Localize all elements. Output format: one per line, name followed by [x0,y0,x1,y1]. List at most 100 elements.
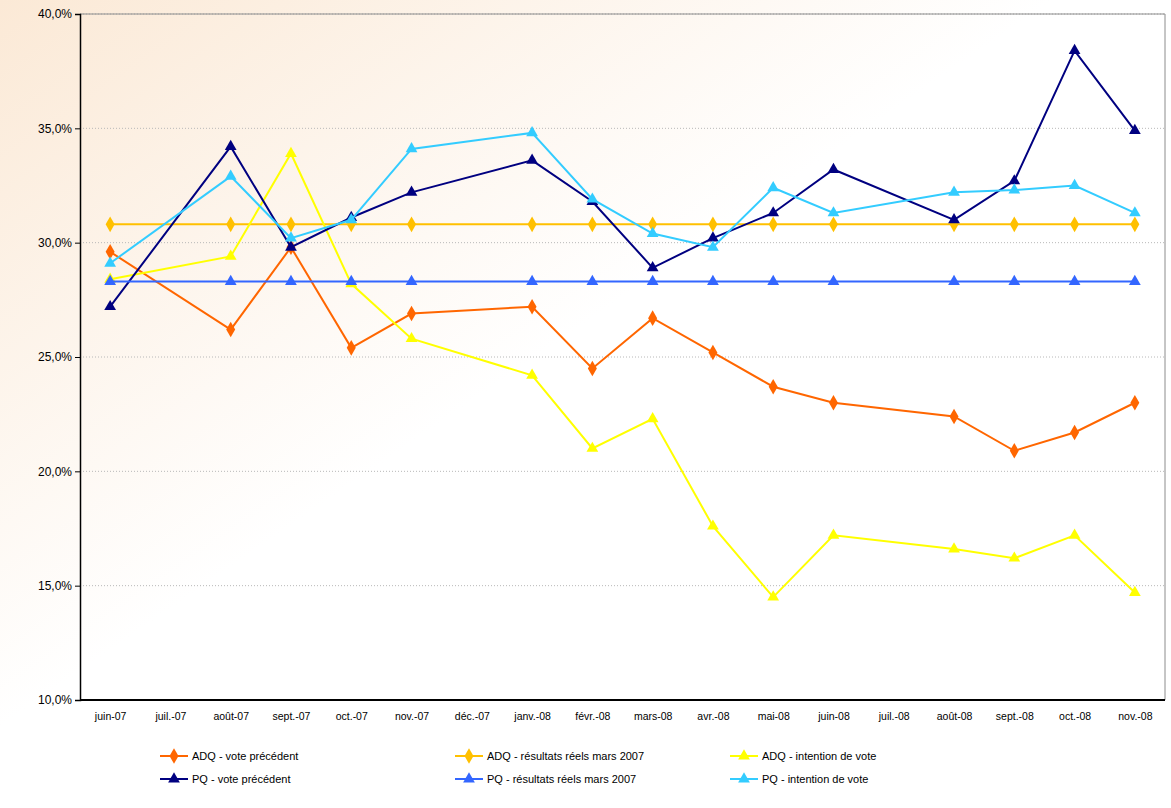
y-tick: 15,0% [38,579,80,593]
x-tick: sept.-08 [996,710,1034,722]
series-marker [586,442,598,452]
series-marker [769,379,778,395]
grid-line [80,357,1165,358]
series-marker [406,332,418,342]
x-axis-line [80,699,1165,701]
series [104,126,1140,267]
y-tick-label: 20,0% [38,465,72,479]
chart: 10,0%15,0%20,0%25,0%30,0%35,0%40,0%juin-… [0,0,1171,808]
x-tick: nov.-08 [1118,710,1152,722]
x-tick-label: août-08 [937,710,973,722]
series-marker [1129,275,1141,285]
grid-line [80,128,1165,129]
x-tick-label: juin-07 [94,710,127,722]
series-line [110,247,1135,451]
x-tick-label: déc.-07 [455,710,490,722]
series-marker [1129,206,1141,216]
series-marker [1129,124,1141,134]
series-marker [526,368,538,378]
y-tick-mark [75,471,80,472]
series-marker [588,361,597,377]
series-marker [647,261,659,271]
grid-line [80,471,1165,472]
y-tick-label: 10,0% [38,693,72,707]
y-tick-label: 30,0% [38,236,72,250]
series-marker [345,275,357,285]
x-tick: août-08 [937,710,973,722]
x-tick-label: nov.-08 [1118,710,1152,722]
series-marker [1010,217,1019,233]
series-marker [286,217,295,233]
y-axis-line [75,15,81,701]
series-marker [1130,395,1139,411]
series-marker [406,275,418,285]
series-marker [708,345,717,361]
series-marker [767,181,779,191]
series-marker [225,250,237,260]
grid-line [80,700,1165,701]
series-marker [769,217,778,233]
y-tick: 10,0% [38,693,80,707]
series [106,217,1140,233]
y-tick: 25,0% [38,350,80,364]
series-marker [347,340,356,356]
x-tick-label: nov.-07 [395,710,429,722]
x-tick-label: mars-08 [634,710,673,722]
x-tick: avr.-08 [697,710,729,722]
series-marker [767,206,779,216]
series-marker [767,275,779,285]
series-line [110,281,1135,283]
series-marker [828,163,840,173]
legend-label: ADQ - vote précédent [192,750,298,762]
legend-label: ADQ - intention de vote [762,750,876,762]
series-marker [950,409,959,425]
series-marker [526,275,538,285]
series-marker [104,256,116,266]
series-marker [647,275,659,285]
y-axis: 10,0%15,0%20,0%25,0%30,0%35,0%40,0% [38,7,81,707]
series-marker [586,275,598,285]
legend-item: PQ - résultats réels mars 2007 [455,772,636,785]
x-tick: juin-07 [94,710,127,722]
series-marker [708,217,717,233]
x-tick: déc.-07 [455,710,490,722]
series-marker [948,542,960,552]
series-marker [526,154,538,164]
series-marker [528,299,537,315]
grid-line [80,585,1165,586]
series [106,239,1140,458]
series-marker [1069,179,1081,189]
series-marker [1008,551,1020,561]
x-tick: juil.-08 [878,710,910,722]
legend: ADQ - vote précédentADQ - résultats réel… [160,748,876,785]
series-marker [407,217,416,233]
plot-frame [80,14,1165,700]
series-marker [406,142,418,152]
series-marker [526,126,538,136]
series-marker [648,310,657,326]
legend-label: PQ - vote précédent [192,773,290,785]
x-tick-label: oct.-08 [1059,710,1091,722]
legend-marker [738,749,750,759]
y-tick: 35,0% [38,122,80,136]
series-marker [528,217,537,233]
series-marker [106,217,115,233]
series-marker [707,231,719,241]
marks [104,44,1140,601]
y-tick-mark [75,700,80,701]
series-marker [828,206,840,216]
series-marker [285,231,297,241]
x-tick-label: sept.-07 [272,710,310,722]
x-tick-label: oct.-07 [336,710,368,722]
series-marker [707,240,719,250]
legend-item: PQ - vote précédent [160,772,290,785]
x-tick-label: janv.-08 [513,710,551,722]
series-marker [829,217,838,233]
series-line [110,133,1135,263]
series-marker [1069,275,1081,285]
series-marker [1129,586,1141,596]
background [0,0,1171,808]
series-marker [1008,275,1020,285]
plot: 10,0%15,0%20,0%25,0%30,0%35,0%40,0%juin-… [38,7,1165,721]
x-tick: nov.-07 [395,710,429,722]
